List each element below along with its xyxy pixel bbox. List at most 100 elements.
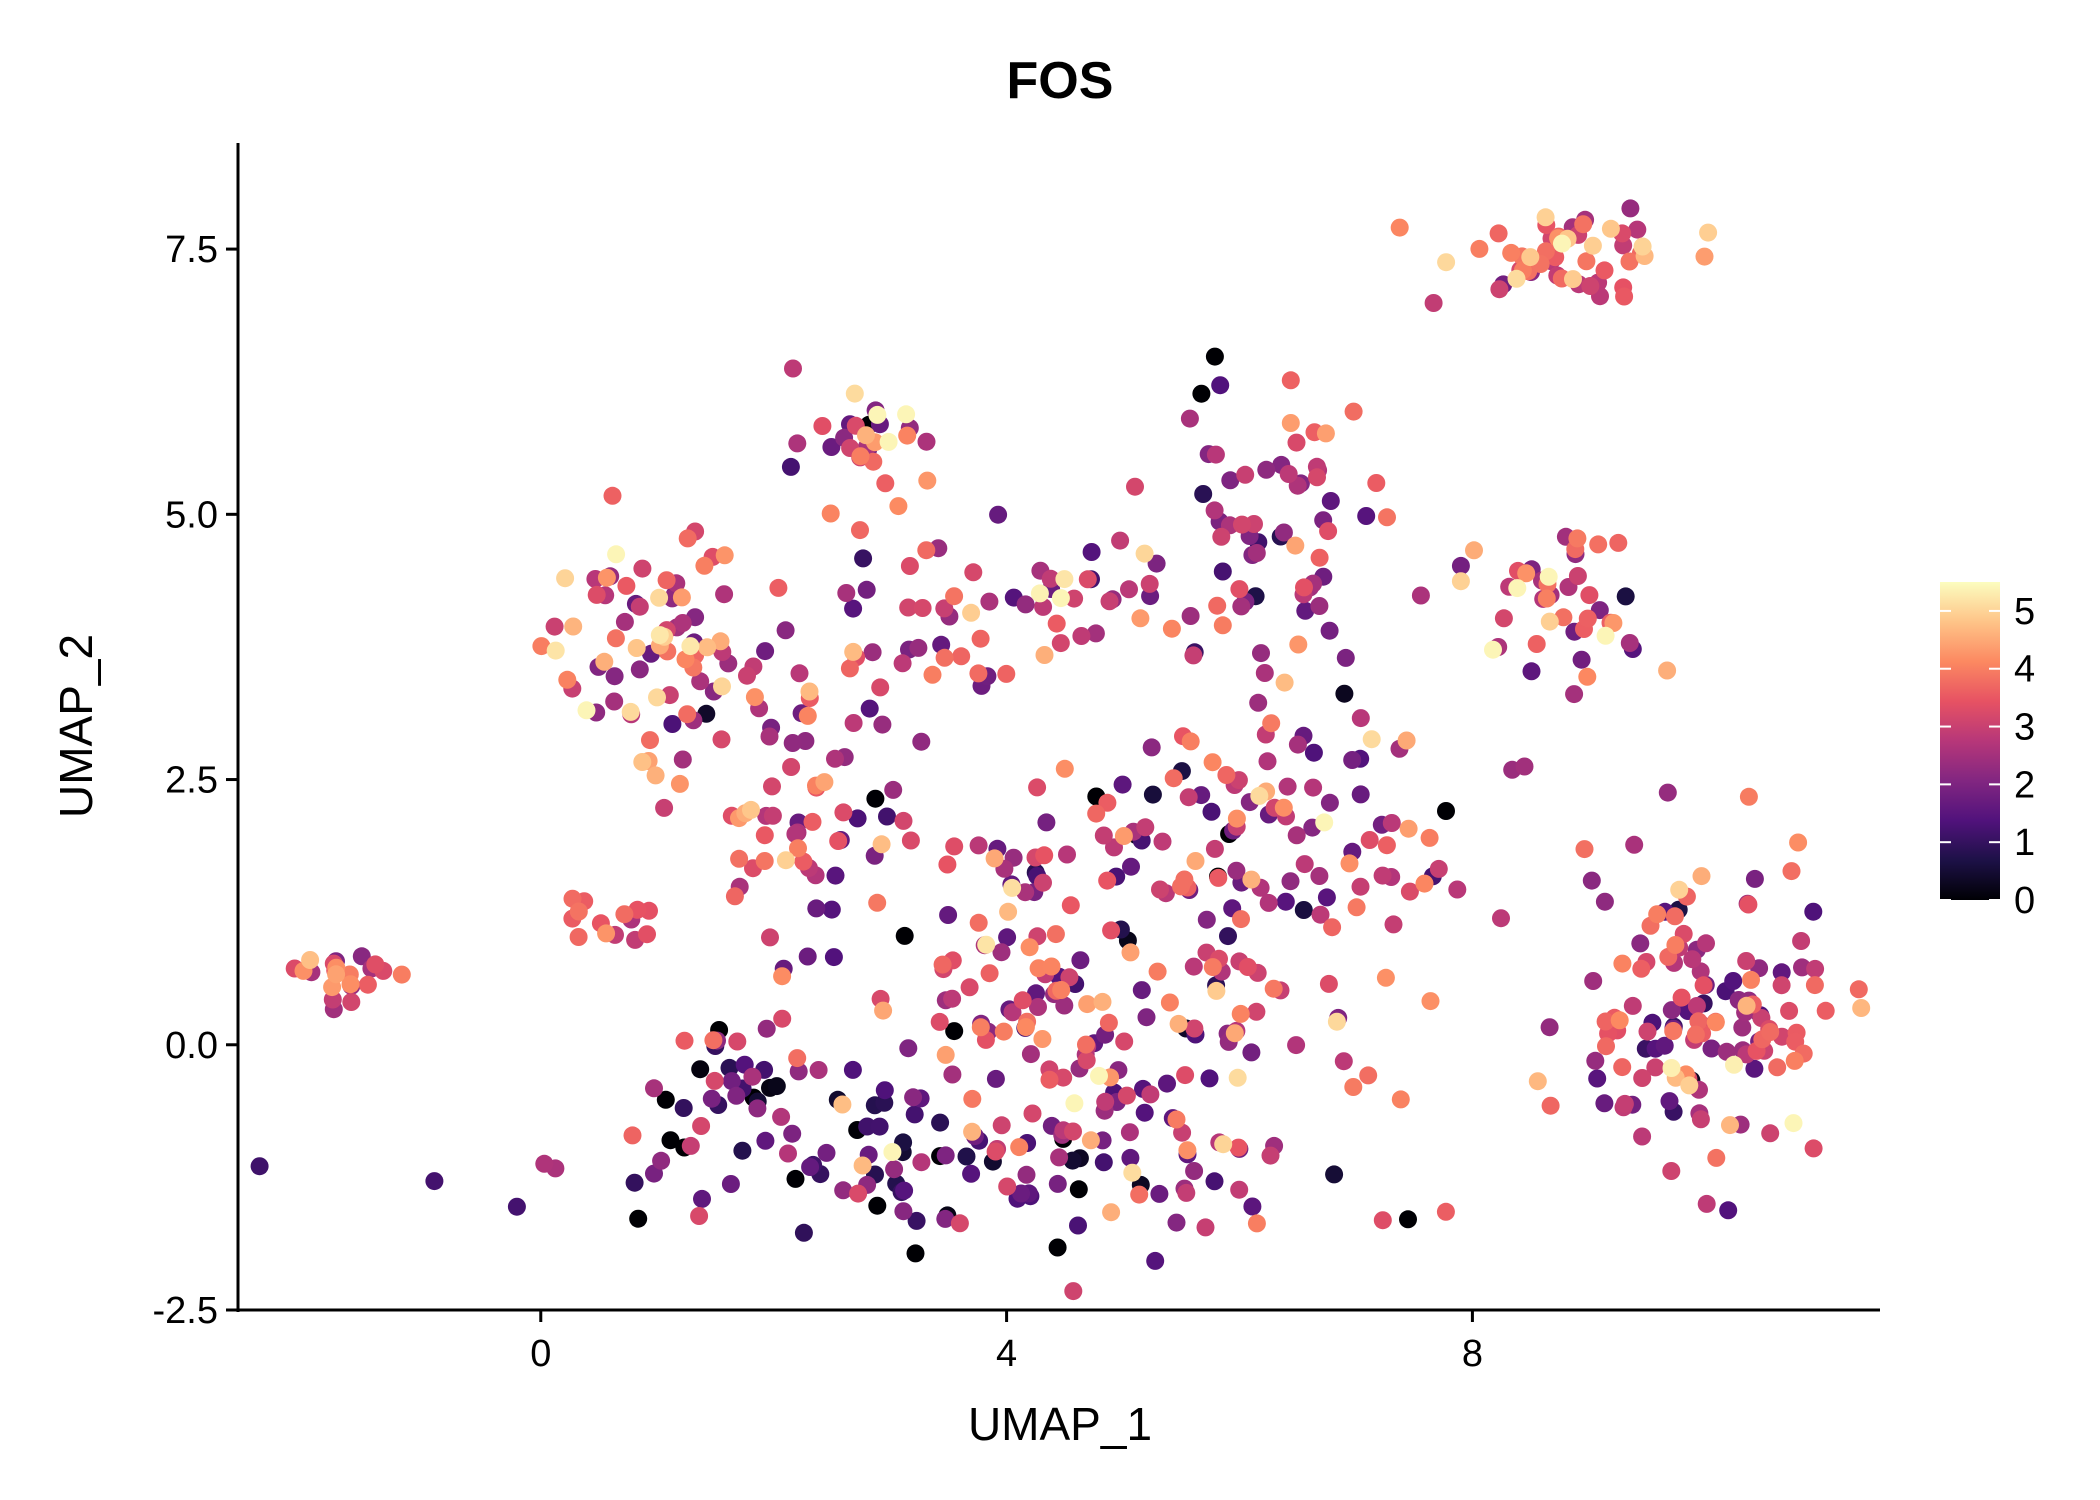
data-point: [1162, 619, 1181, 638]
data-point: [1247, 1214, 1266, 1233]
data-point: [853, 1156, 872, 1175]
data-point: [879, 432, 898, 451]
data-point: [1508, 579, 1527, 598]
data-point: [1261, 1146, 1280, 1165]
data-point: [672, 588, 691, 607]
data-point: [1470, 239, 1489, 258]
data-point: [1123, 1163, 1142, 1182]
data-point: [1069, 1180, 1088, 1199]
x-axis-label: UMAP_1: [968, 1398, 1152, 1450]
data-point: [1135, 1103, 1154, 1122]
data-point: [829, 832, 848, 850]
data-point: [670, 774, 689, 793]
data-point: [629, 1209, 648, 1228]
data-point: [962, 603, 981, 622]
data-point: [786, 825, 805, 843]
data-point: [950, 1214, 969, 1233]
data-point: [1687, 997, 1706, 1015]
data-point: [1203, 753, 1222, 772]
data-point: [913, 599, 932, 617]
data-point: [650, 626, 669, 645]
data-point: [1391, 1090, 1410, 1109]
data-point: [603, 486, 622, 505]
data-point: [625, 1173, 644, 1192]
data-point: [863, 643, 882, 662]
data-point: [1805, 976, 1824, 995]
data-point: [781, 457, 800, 476]
data-point: [997, 664, 1016, 683]
data-point: [1804, 902, 1823, 921]
data-point: [917, 432, 936, 451]
data-point: [1420, 828, 1439, 847]
data-point: [1185, 1019, 1204, 1038]
data-point: [1130, 1185, 1149, 1204]
data-point: [999, 902, 1018, 921]
data-point: [1020, 938, 1039, 957]
data-point: [1093, 992, 1112, 1011]
data-point: [909, 638, 928, 657]
data-point: [1227, 861, 1246, 880]
data-point: [1071, 951, 1090, 970]
data-point: [1003, 878, 1022, 897]
data-point: [1610, 1011, 1629, 1030]
data-point: [1540, 612, 1559, 631]
data-point: [1620, 252, 1639, 271]
data-point: [1768, 1058, 1787, 1077]
data-point: [691, 672, 710, 691]
data-point: [1209, 868, 1228, 887]
data-point: [692, 1117, 711, 1135]
data-point: [844, 599, 863, 618]
data-point: [1421, 992, 1440, 1011]
data-point: [801, 1158, 820, 1176]
data-point: [1042, 957, 1061, 976]
data-point: [875, 1093, 894, 1112]
data-point: [1229, 1138, 1248, 1157]
data-point: [977, 935, 996, 954]
data-point: [1028, 778, 1047, 797]
data-point: [597, 568, 616, 587]
data-point: [917, 541, 936, 560]
data-point: [1804, 1139, 1823, 1158]
data-point: [1583, 236, 1602, 255]
data-point: [392, 965, 411, 984]
data-point: [1206, 445, 1225, 464]
data-point: [1017, 1165, 1036, 1184]
data-point: [1086, 624, 1105, 643]
y-axis-label: UMAP_2: [50, 634, 102, 818]
data-point: [1262, 714, 1281, 733]
data-point: [1655, 1036, 1674, 1055]
data-point: [715, 585, 734, 604]
data-point: [425, 1172, 444, 1191]
data-point: [1662, 1162, 1681, 1180]
data-point: [342, 993, 361, 1011]
data-point: [957, 1147, 976, 1166]
data-point: [1214, 1135, 1233, 1154]
x-tick-label: 8: [1462, 1333, 1483, 1375]
data-point: [1436, 1202, 1455, 1221]
data-point: [969, 913, 988, 932]
data-point: [798, 706, 817, 725]
data-point: [1286, 536, 1305, 555]
data-point: [1662, 1001, 1681, 1020]
data-point: [755, 852, 774, 870]
data-point: [678, 529, 697, 548]
data-point: [1258, 752, 1277, 771]
data-point: [1761, 1124, 1780, 1143]
data-point: [1554, 608, 1573, 627]
data-point: [1065, 1094, 1084, 1113]
data-point: [1184, 957, 1203, 976]
data-point: [1742, 970, 1760, 989]
data-point: [615, 612, 634, 631]
data-point: [1515, 757, 1534, 776]
data-point: [1078, 995, 1097, 1014]
data-point: [809, 1061, 828, 1079]
data-point: [1465, 541, 1483, 560]
data-point: [1615, 287, 1634, 306]
data-point: [1082, 543, 1101, 561]
data-point: [1158, 1074, 1176, 1093]
data-point: [1351, 709, 1370, 728]
data-point: [1724, 972, 1743, 990]
data-point: [1739, 895, 1758, 914]
data-point: [1502, 243, 1521, 262]
data-point: [623, 1126, 642, 1145]
